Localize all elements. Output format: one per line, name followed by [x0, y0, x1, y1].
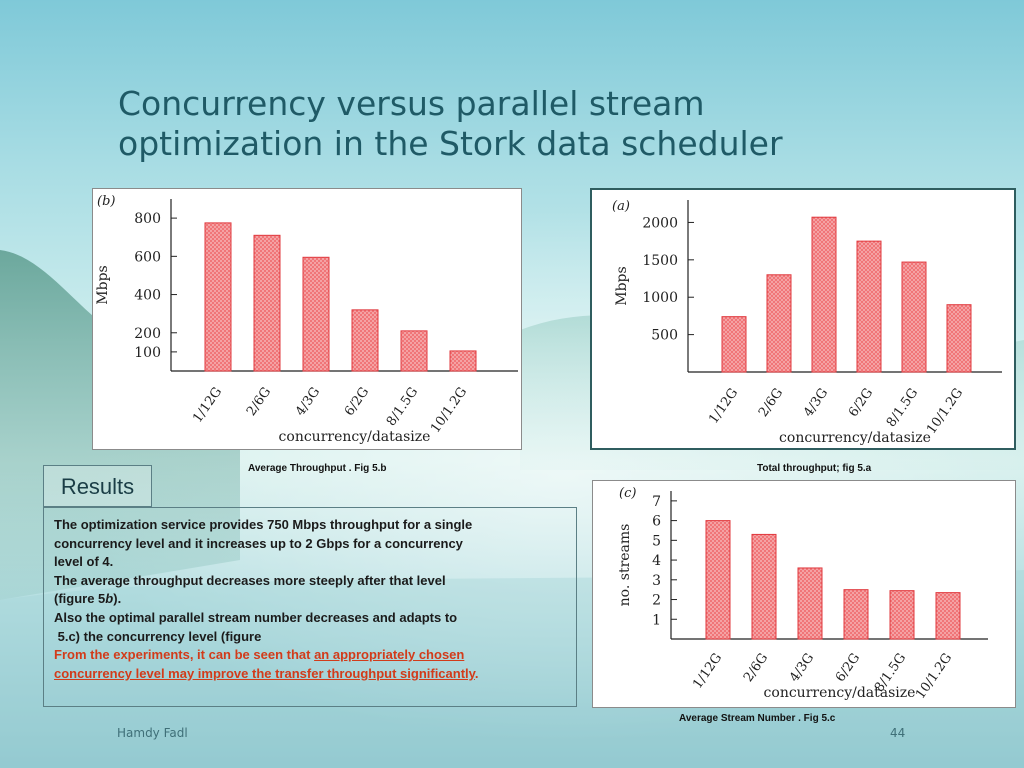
- slide-title-line-1: Concurrency versus parallel stream: [118, 84, 705, 123]
- slide-title-line-2: optimization in the Stork data scheduler: [118, 124, 783, 163]
- bar: [351, 309, 379, 372]
- results-conclusion-line: concurrency level may improve the transf…: [54, 665, 566, 684]
- bar: [843, 589, 869, 640]
- bar: [204, 222, 232, 372]
- y-tick-label: 1500: [642, 253, 678, 269]
- y-axis-label: no. streams: [617, 524, 633, 607]
- bar: [935, 592, 961, 640]
- caption-fig-5b: Average Throughput . Fig 5.b: [248, 463, 387, 474]
- x-tick-label: 10/1.2G: [913, 651, 955, 702]
- y-tick-label: 600: [134, 249, 161, 265]
- results-line: 5.c) the concurrency level (figure: [54, 628, 262, 644]
- x-axis-label: concurrency/datasize: [779, 430, 931, 446]
- results-line: The average throughput decreases more st…: [54, 572, 446, 588]
- results-text: (figure 5: [54, 591, 106, 607]
- x-axis-label: concurrency/datasize: [764, 685, 916, 701]
- x-tick-label: 1/12G: [690, 651, 725, 692]
- panel-label: (a): [612, 199, 630, 214]
- caption-fig-5a: Total throughput; fig 5.a: [757, 463, 872, 474]
- bar: [766, 274, 792, 373]
- x-tick-label: 4/3G: [787, 651, 817, 685]
- bar: [302, 256, 330, 372]
- results-line: concurrency level and it increases up to…: [54, 535, 463, 551]
- y-tick-label: 4: [652, 553, 661, 569]
- panel-label: (c): [619, 486, 636, 501]
- bar: [449, 350, 477, 372]
- results-italic-text: b: [105, 591, 114, 607]
- y-tick-label: 1: [652, 612, 661, 628]
- chart-b-svg: (b) 100 200 400 600 800 Mbps 1/12G 2/6G 4/3G 6/2G 8…: [95, 194, 518, 445]
- results-conclusion-line: From the experiments, it can be seen tha…: [54, 646, 566, 665]
- chart-a-svg: (a) 500 1000 1500 2000 Mbps 1/12G 2/6G 4/3G 6/2G 8…: [612, 199, 1002, 446]
- x-axis-label: concurrency/datasize: [279, 429, 431, 445]
- results-heading: Results: [43, 465, 152, 507]
- bar: [946, 304, 972, 373]
- results-line: Also the optimal parallel stream number …: [54, 609, 458, 625]
- bar: [856, 240, 882, 373]
- bar: [889, 590, 915, 640]
- chart-average-stream-number: (c) 1 2 3 4 5 6 7 no. streams 1/12G 2/6G 4/3G 6/2G 8/…: [592, 480, 1016, 708]
- footer-author: Hamdy Fadl: [117, 726, 188, 740]
- results-line: level of 4.: [54, 554, 114, 570]
- bar: [705, 520, 731, 640]
- x-tick-label: 1/12G: [706, 386, 741, 427]
- y-tick-label: 6: [652, 514, 661, 530]
- x-tick-label: 6/2G: [342, 385, 372, 419]
- footer-page-number: 44: [890, 726, 906, 740]
- results-text-box: The optimization service provides 750 Mb…: [43, 507, 577, 707]
- chart-total-throughput: (a) 500 1000 1500 2000 Mbps 1/12G 2/6G 4/3G 6/2G 8…: [590, 188, 1016, 450]
- y-tick-label: 500: [651, 328, 678, 344]
- y-tick-label: 800: [134, 211, 161, 227]
- y-tick-label: 100: [134, 345, 161, 361]
- conclusion-underlined-text: an appropriately chosen: [314, 647, 465, 663]
- y-tick-label: 2000: [642, 215, 678, 231]
- conclusion-text: .: [474, 665, 479, 681]
- x-tick-label: 8/1.5G: [384, 385, 421, 429]
- x-tick-label: 6/2G: [846, 386, 876, 420]
- x-tick-label: 8/1.5G: [884, 386, 921, 430]
- bar: [811, 216, 837, 373]
- x-tick-label: 6/2G: [833, 651, 863, 685]
- y-tick-label: 2: [652, 593, 661, 609]
- results-text: ).: [113, 591, 122, 607]
- y-axis-label: Mbps: [614, 266, 630, 305]
- y-tick-label: 5: [652, 533, 661, 549]
- y-axis-label: Mbps: [95, 265, 111, 304]
- results-line: (figure 5b).: [54, 590, 566, 609]
- bar: [400, 330, 428, 372]
- bar: [901, 261, 927, 373]
- bar: [797, 567, 823, 640]
- bar: [751, 533, 777, 640]
- y-tick-label: 400: [134, 288, 161, 304]
- x-tick-label: 4/3G: [293, 385, 323, 419]
- slide-title: Concurrency versus parallel stream optim…: [118, 84, 918, 164]
- caption-fig-5c: Average Stream Number . Fig 5.c: [679, 713, 836, 724]
- chart-average-throughput: (b) 100 200 400 600 800 Mbps 1/12G 2/6G 4/3G 6/2G 8…: [92, 188, 522, 450]
- bar: [721, 316, 747, 373]
- y-tick-label: 200: [134, 326, 161, 342]
- results-line: The optimization service provides 750 Mb…: [54, 517, 473, 532]
- x-tick-label: 10/1.2G: [428, 385, 470, 436]
- x-tick-label: 2/6G: [244, 385, 274, 419]
- y-tick-label: 1000: [642, 290, 678, 306]
- x-tick-label: 1/12G: [190, 385, 225, 426]
- y-tick-label: 7: [652, 494, 661, 510]
- y-tick-label: 3: [652, 573, 661, 589]
- x-tick-label: 2/6G: [756, 386, 786, 420]
- x-tick-label: 2/6G: [741, 651, 771, 685]
- conclusion-underlined-text: concurrency level may improve the transf…: [54, 665, 475, 681]
- conclusion-text: From the experiments, it can be seen tha…: [54, 647, 315, 663]
- x-tick-label: 4/3G: [801, 386, 831, 420]
- bar: [253, 234, 281, 372]
- panel-label: (b): [97, 194, 115, 209]
